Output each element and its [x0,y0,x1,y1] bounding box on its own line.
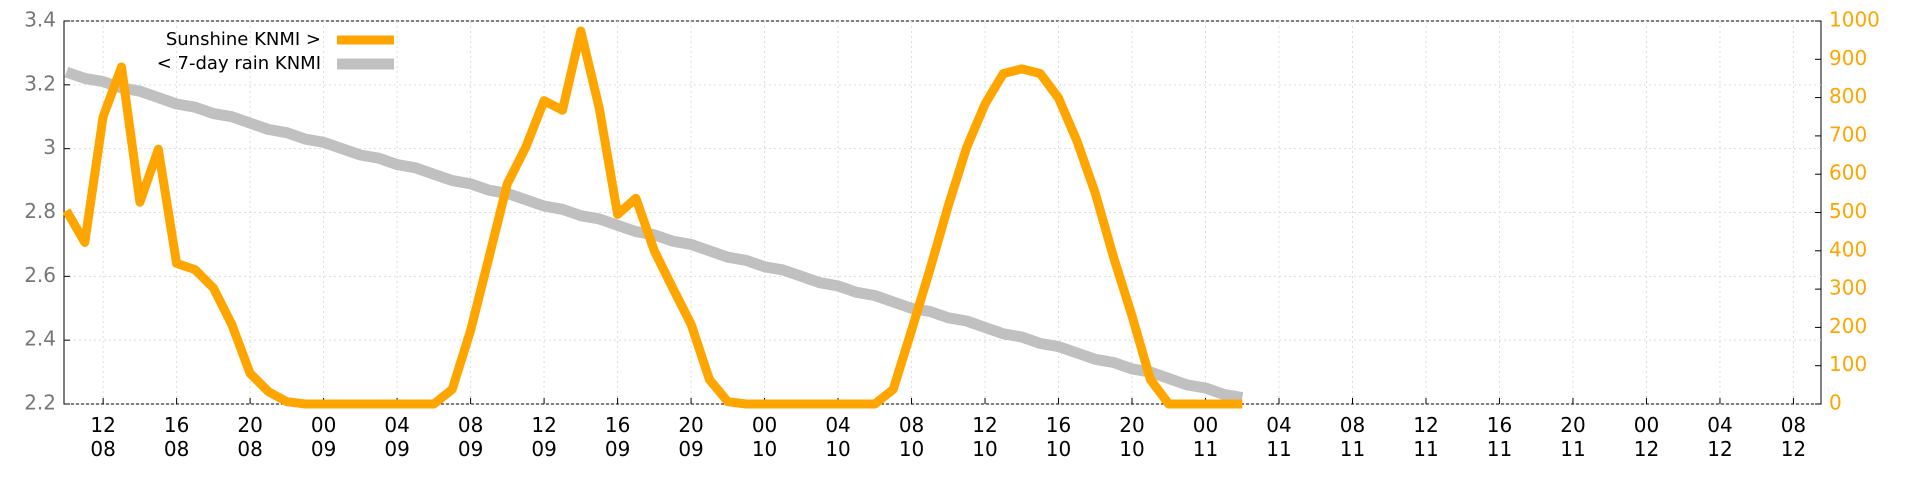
x-tick-label: 20 08 [237,413,262,461]
grid [64,20,1821,405]
x-tick-label: 08 09 [458,413,483,461]
y2-tick-label: 100 [1829,352,1867,376]
y-tick-label: 2.4 [24,327,56,351]
y2-tick-label: 1000 [1829,8,1880,32]
y2-tick-label: 0 [1829,391,1842,415]
y-tick-label: 2.6 [24,263,56,287]
x-tick-label: 00 11 [1193,413,1218,461]
y2-tick-label: 400 [1829,237,1867,261]
x-tick-label: 08 10 [899,413,924,461]
x-tick-label: 12 11 [1413,413,1438,461]
y2-tick-label: 900 [1829,46,1867,70]
y-tick-label: 3.2 [24,71,56,95]
y2-tick-label: 800 [1829,84,1867,108]
legend-label: < 7-day rain KNMI [157,53,321,74]
line-series [62,26,1243,409]
legend-label: Sunshine KNMI > [166,29,321,50]
y2-tick-label: 300 [1829,276,1867,300]
x-tick-label: 00 10 [752,413,777,461]
x-tick-label: 00 09 [311,413,336,461]
x-tick-label: 20 10 [1119,413,1144,461]
y-tick-label: 3.4 [24,8,56,32]
x-tick-label: 08 12 [1781,413,1806,461]
x-tick-label: 04 10 [825,413,850,461]
x-tick-label: 12 09 [531,413,556,461]
y2-tick-label: 600 [1829,161,1867,185]
y2-tick-label: 200 [1829,314,1867,338]
y-tick-label: 3 [43,135,56,159]
x-tick-label: 08 11 [1340,413,1365,461]
x-tick-label: 04 11 [1266,413,1291,461]
y2-tick-label: 700 [1829,122,1867,146]
x-tick-label: 12 08 [90,413,115,461]
x-tick-label: 16 08 [164,413,189,461]
y-tick-label: 2.8 [24,199,56,223]
line-series [64,66,1244,404]
y-tick-label: 2.2 [24,391,56,415]
x-tick-label: 16 10 [1046,413,1071,461]
x-tick-label: 16 11 [1487,413,1512,461]
x-tick-label: 16 09 [605,413,630,461]
x-tick-label: 12 10 [972,413,997,461]
x-tick-label: 20 11 [1560,413,1585,461]
y2-tick-label: 500 [1829,199,1867,223]
x-tick-label: 04 12 [1707,413,1732,461]
x-tick-label: 00 12 [1634,413,1659,461]
x-tick-label: 04 09 [384,413,409,461]
x-tick-label: 20 09 [678,413,703,461]
